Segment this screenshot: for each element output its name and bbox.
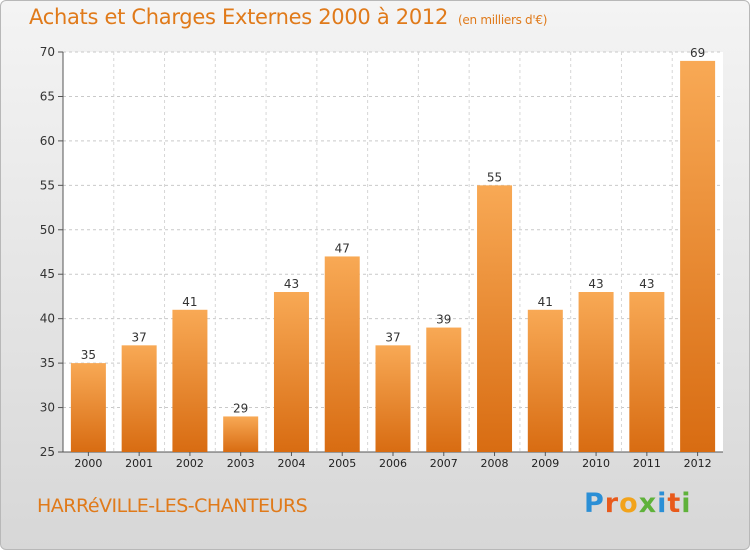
x-tick-label-2012: 2012 [684,457,712,470]
x-tick-label-2011: 2011 [633,457,661,470]
value-label-2008: 55 [487,170,502,184]
x-tick-label-2005: 2005 [328,457,356,470]
bar-2005 [324,256,360,452]
y-tick-label: 30 [40,401,55,415]
x-tick-label-2006: 2006 [379,457,407,470]
x-tick-label-2009: 2009 [531,457,559,470]
logo-letter: P [584,488,605,519]
y-tick-label: 65 [40,89,55,103]
x-tick-label-2007: 2007 [430,457,458,470]
y-tick-label: 35 [40,356,55,370]
y-tick-label: 70 [40,45,55,59]
value-label-2001: 37 [132,330,147,344]
value-label-2010: 43 [588,277,603,291]
value-label-2003: 29 [233,401,248,415]
unit-label: (en milliers d'€) [458,13,548,27]
bar-2001 [121,345,157,452]
value-label-2006: 37 [385,330,400,344]
bar-2010 [578,292,614,452]
title-text: Achats et Charges Externes 2000 à 2012 [29,5,449,29]
bar-2000 [70,363,106,452]
logo-letter: i [681,488,692,519]
x-tick-label-2008: 2008 [481,457,509,470]
chart-title: Achats et Charges Externes 2000 à 2012 (e… [29,5,547,29]
bar-2007 [426,327,462,452]
y-tick-label: 60 [40,134,55,148]
bar-2011 [629,292,665,452]
logo-letter: o [619,488,639,519]
logo-letter: t [667,488,682,519]
y-tick-label: 45 [40,267,55,281]
bars [70,60,716,453]
logo-letter: r [604,488,620,519]
x-tick-label-2003: 2003 [227,457,255,470]
bar-2009 [527,309,563,452]
x-tick-label-2004: 2004 [277,457,305,470]
value-label-2005: 47 [335,241,350,255]
commune-name: HARRéVILLE-LES-CHANTEURS [37,495,308,517]
tick-labels: 25 30 35 40 45 50 55 60 65 70 35 2000 37 2001 41 2002 29… [40,45,712,470]
bar-2012 [680,60,716,453]
logo-letter: i [657,488,668,519]
bar-2006 [375,345,411,452]
value-label-2012: 69 [690,46,705,60]
y-tick-label: 25 [40,445,55,459]
y-tick-label: 55 [40,178,55,192]
x-tick-label-2010: 2010 [582,457,610,470]
value-label-2009: 41 [538,295,553,309]
value-label-2004: 43 [284,277,299,291]
value-label-2007: 39 [436,313,451,327]
bar-2008 [477,185,513,453]
bar-2004 [273,292,309,452]
x-tick-label-2000: 2000 [74,457,102,470]
logo-letter: x [638,488,658,519]
value-label-2002: 41 [182,295,197,309]
value-label-2000: 35 [81,348,96,362]
x-tick-label-2002: 2002 [176,457,204,470]
bar-2003 [223,416,259,452]
y-tick-label: 50 [40,223,55,237]
value-label-2011: 43 [639,277,654,291]
y-tick-label: 40 [40,312,55,326]
proxiti-logo: Proxiti [584,488,692,519]
x-tick-label-2001: 2001 [125,457,153,470]
bar-2002 [172,309,208,452]
